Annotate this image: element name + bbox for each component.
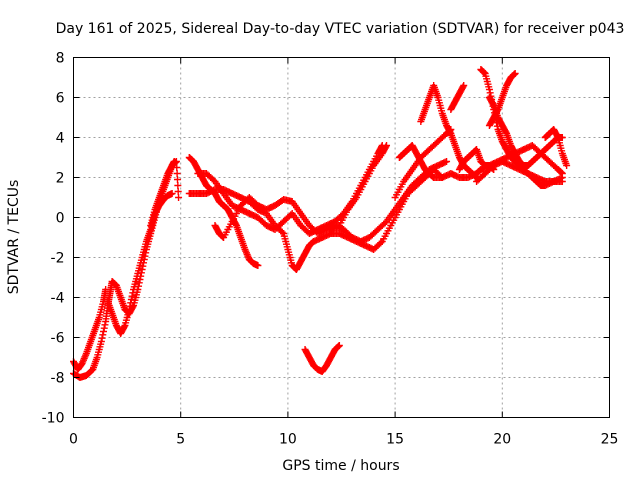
x-tick-labels: 0 5 10 15 20 25 xyxy=(69,432,618,448)
data-series xyxy=(104,190,176,337)
data-point xyxy=(278,228,286,236)
data-point xyxy=(126,302,134,310)
data-point xyxy=(563,162,571,169)
data-point xyxy=(98,334,106,342)
y-axis-label: SDTVAR / TECUs xyxy=(6,180,22,295)
data-point xyxy=(100,324,108,332)
data-point xyxy=(459,83,467,91)
data-point xyxy=(377,239,385,247)
data-point xyxy=(443,158,451,165)
data-point xyxy=(558,178,566,185)
data-point xyxy=(553,132,561,140)
data-series xyxy=(70,286,110,373)
data-point xyxy=(460,82,468,89)
data-series xyxy=(447,82,468,113)
y-tick-labels: -10 -8 -6 -4 -2 0 2 4 6 8 xyxy=(42,51,65,427)
data-series xyxy=(194,142,386,237)
data-point xyxy=(486,89,494,97)
data-point xyxy=(446,128,454,136)
x-tick-label: 20 xyxy=(493,432,511,448)
data-point xyxy=(173,170,181,177)
x-tick-label: 10 xyxy=(279,432,297,448)
data-point xyxy=(493,107,501,115)
data-point xyxy=(335,342,343,349)
data-point xyxy=(101,321,109,329)
data-point xyxy=(129,289,137,297)
y-tick-label: 4 xyxy=(56,131,65,147)
data-point xyxy=(383,142,391,149)
data-point xyxy=(173,164,181,171)
x-tick-label: 15 xyxy=(386,432,404,448)
data-series xyxy=(301,342,343,375)
data-point xyxy=(128,292,136,300)
data-series xyxy=(211,158,451,245)
data-series xyxy=(541,126,571,169)
data-point xyxy=(135,279,143,287)
y-tick-label: -8 xyxy=(51,371,65,387)
data-series xyxy=(327,142,391,233)
grid-lines xyxy=(73,57,610,418)
data-point xyxy=(125,306,133,313)
data-point xyxy=(382,143,390,151)
y-tick-label: -6 xyxy=(51,331,65,347)
data-point xyxy=(168,190,176,197)
x-tick-label: 5 xyxy=(176,432,185,448)
data-points xyxy=(70,66,571,381)
data-point xyxy=(174,182,182,189)
data-point xyxy=(485,86,493,93)
data-point xyxy=(127,296,135,303)
x-tick-label: 0 xyxy=(69,432,78,448)
y-tick-label: 6 xyxy=(56,91,65,107)
x-axis-label: GPS time / hours xyxy=(282,458,399,474)
data-point xyxy=(127,299,135,307)
data-series xyxy=(391,126,455,201)
data-point xyxy=(254,262,262,269)
y-tick-label: 8 xyxy=(56,51,65,67)
y-tick-label: -4 xyxy=(51,291,65,307)
y-tick-label: 0 xyxy=(56,211,65,227)
data-point xyxy=(511,70,519,77)
data-point xyxy=(172,158,180,165)
data-series xyxy=(147,158,183,229)
y-tick-label: 2 xyxy=(56,171,65,187)
data-point xyxy=(99,331,107,339)
data-point xyxy=(173,176,181,183)
data-point xyxy=(97,338,105,345)
data-series xyxy=(185,154,262,269)
chart-title: Day 161 of 2025, Sidereal Day-to-day VTE… xyxy=(56,21,625,37)
data-point xyxy=(175,194,183,201)
y-tick-label: -10 xyxy=(42,411,65,427)
plot-frame xyxy=(73,57,610,418)
data-point xyxy=(100,328,108,335)
data-series xyxy=(485,70,519,129)
data-point xyxy=(502,128,510,136)
axis-ticks xyxy=(73,57,610,418)
x-tick-label: 25 xyxy=(601,432,619,448)
data-point xyxy=(174,188,182,195)
data-point xyxy=(489,100,497,108)
data-point xyxy=(120,323,128,331)
y-tick-label: -2 xyxy=(51,251,65,267)
